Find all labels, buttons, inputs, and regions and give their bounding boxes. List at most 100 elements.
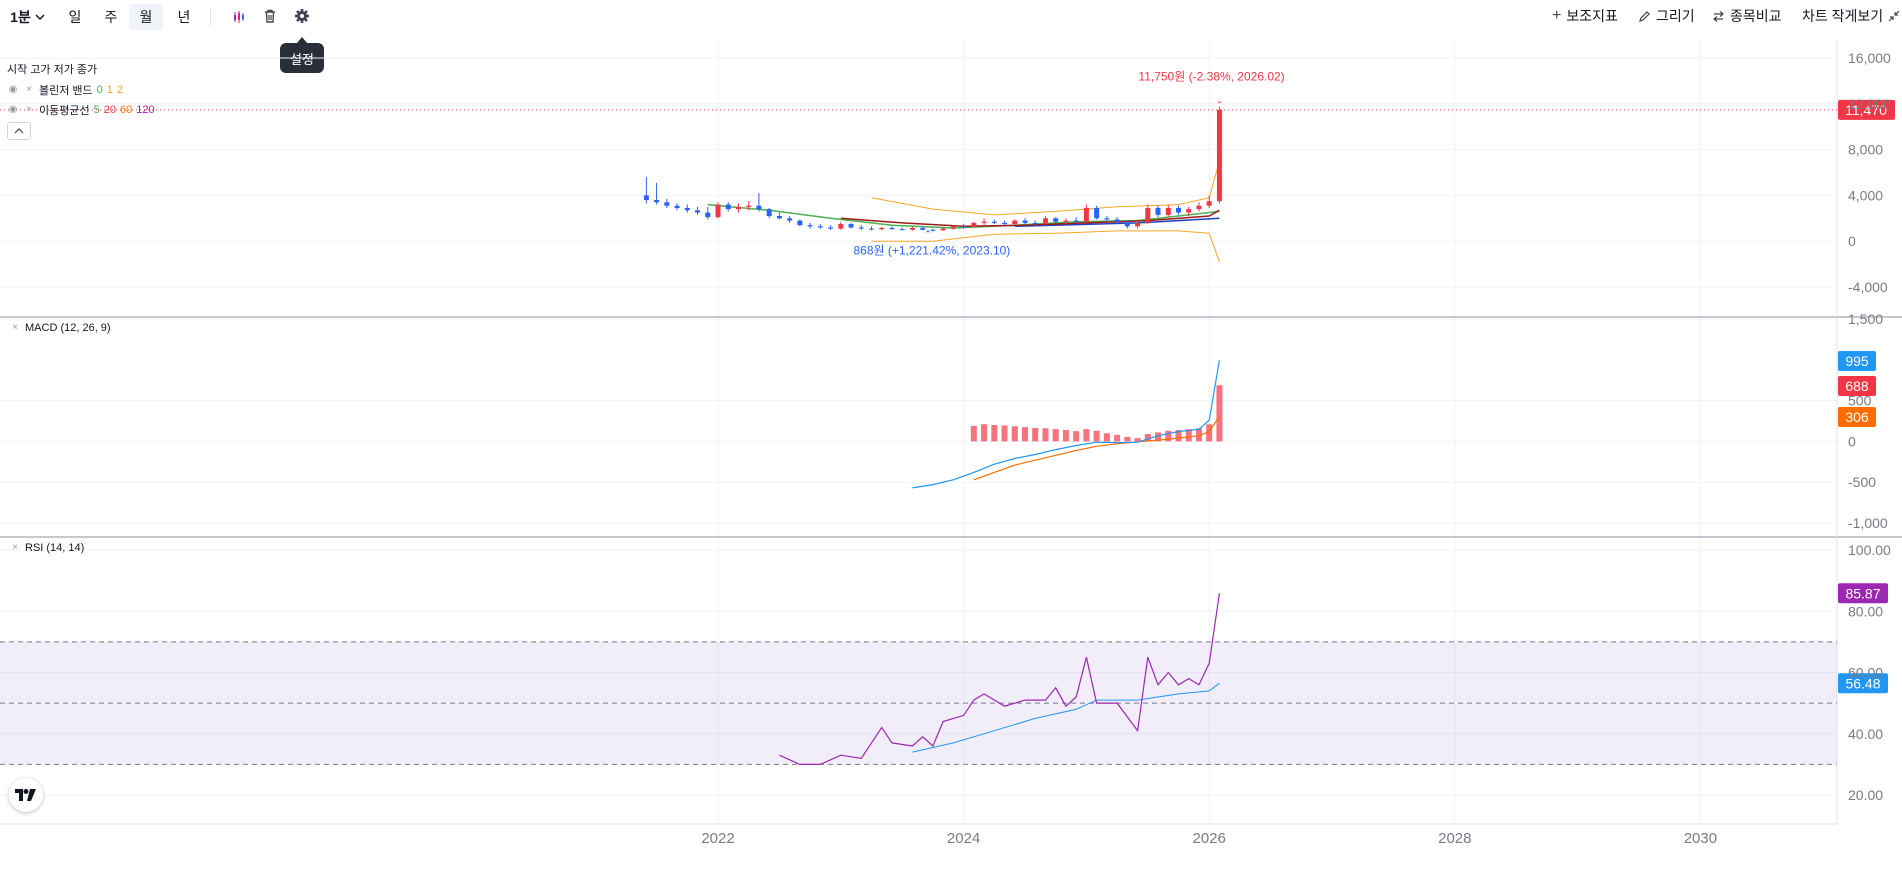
candle-body	[1124, 221, 1130, 227]
low-annotation: 868원 (+1,221.42%, 2023.10)	[853, 243, 1010, 257]
ma-param: 5	[93, 104, 100, 116]
close-icon[interactable]: ×	[26, 84, 32, 95]
y-tick-label: 40.00	[1848, 726, 1883, 742]
macd-histogram-bar	[1062, 429, 1069, 442]
candle-body	[684, 207, 690, 211]
minimize-chart-label: 차트 작게보기	[1802, 8, 1884, 24]
y-tick-label: 100.00	[1848, 542, 1891, 558]
candle-body	[838, 224, 844, 229]
close-icon[interactable]: ×	[26, 104, 32, 115]
candle-body	[776, 216, 782, 219]
candle-body	[674, 205, 680, 208]
hist-value-badge	[1838, 376, 1876, 396]
candle-body	[1114, 219, 1120, 222]
ma60-line	[707, 203, 1220, 229]
candle-body	[756, 205, 762, 210]
ma-param: 20	[103, 104, 116, 116]
candle-body	[1022, 220, 1028, 223]
candle-body	[695, 210, 701, 213]
macd-histogram-bar	[1073, 431, 1080, 442]
macd-histogram-bar	[1144, 434, 1151, 442]
candle-body	[664, 202, 670, 206]
candle-body	[746, 205, 752, 207]
compare-button[interactable]: 종목비교	[1712, 6, 1782, 26]
close-icon[interactable]: ×	[12, 322, 18, 333]
y-tick-label: 0	[1848, 233, 1856, 249]
candle-body	[1032, 222, 1038, 225]
macd-histogram-bar	[1206, 424, 1213, 442]
tab-day[interactable]: 일	[68, 9, 82, 25]
indicators-button[interactable]: + 보조지표	[1552, 6, 1618, 26]
minimize-chart-button[interactable]: 차트 작게보기	[1802, 6, 1900, 26]
close-icon[interactable]: ×	[12, 542, 18, 553]
gear-icon[interactable]	[294, 8, 310, 24]
interval-dropdown[interactable]: 1분	[8, 4, 48, 30]
candle-body	[807, 225, 813, 227]
candle-type-icon[interactable]	[232, 9, 248, 25]
chart-grid	[0, 40, 1837, 824]
macd-histogram-bar	[1052, 429, 1059, 442]
macd-histogram-bar	[1155, 432, 1162, 442]
candle-body	[715, 204, 721, 218]
candle-body	[981, 221, 987, 223]
eye-icon[interactable]: ◉	[8, 84, 18, 95]
macd-histogram-bar	[1185, 429, 1192, 442]
drawing-button[interactable]: 그리기	[1638, 6, 1695, 26]
candle-body	[889, 228, 895, 230]
macd-histogram-bar	[1114, 434, 1121, 442]
x-tick-label: 2028	[1438, 830, 1471, 847]
candle-body	[991, 221, 997, 223]
x-tick-label: 2024	[947, 830, 980, 847]
drawing-label: 그리기	[1656, 8, 1695, 24]
trash-icon[interactable]	[262, 8, 278, 24]
macd-name: MACD (12, 26, 9)	[25, 322, 111, 334]
chevron-down-icon	[35, 14, 45, 21]
candle-body	[909, 228, 915, 230]
macd-legend: × MACD (12, 26, 9)	[9, 322, 111, 334]
tab-month[interactable]: 월	[129, 4, 163, 30]
candle-body	[705, 212, 711, 218]
candle-body	[930, 229, 936, 231]
price-pane: 11,470 11,750원 (-2.38%, 2026.02) ⌃ 868원 (+1…	[0, 70, 1895, 262]
macd-histogram-bar	[1165, 430, 1172, 442]
chevron-up-icon	[14, 128, 24, 134]
rsi-name: RSI (14, 14)	[25, 542, 85, 554]
bb-lower-line	[871, 230, 1220, 262]
y-tick-label: 16,000	[1848, 50, 1891, 66]
macd-histogram-bar	[981, 424, 988, 442]
x-tick-label: 2030	[1684, 830, 1717, 847]
candle-body	[1053, 218, 1059, 222]
settings-tooltip: 설정	[280, 37, 324, 73]
x-tick-label: 2022	[701, 830, 734, 847]
tab-year[interactable]: 년	[177, 9, 191, 25]
rsi-pane: 85.87 56.48	[779, 583, 1888, 766]
candle-body	[725, 204, 731, 210]
eye-icon[interactable]: ◉	[8, 104, 18, 115]
rsi-signal-value-badge	[1838, 673, 1888, 694]
candle-body	[1176, 207, 1181, 213]
bb-param: 2	[116, 84, 124, 96]
bb-name: 볼린저 밴드	[39, 85, 93, 97]
x-tick-label: 2026	[1193, 830, 1226, 847]
tab-week[interactable]: 주	[104, 9, 118, 25]
axes: 2022202420262028203020322034203620382040…	[701, 50, 1891, 847]
high-annotation: 11,750원 (-2.38%, 2026.02)	[1138, 70, 1284, 84]
compare-arrows-icon	[1713, 10, 1724, 22]
candle-body	[869, 228, 874, 230]
ma-legend: ◉ × 이동평균선 5 20 60 120	[7, 102, 155, 118]
y-tick-label: 1,500	[1848, 311, 1883, 327]
tradingview-logo-icon[interactable]	[9, 778, 43, 812]
collapse-legend-button[interactable]	[7, 122, 31, 140]
ma-param: 60	[119, 104, 133, 116]
y-tick-label: -4,000	[1848, 279, 1888, 295]
macd-line	[912, 360, 1220, 489]
candle-body	[797, 220, 803, 226]
macd-histogram-bar	[1093, 430, 1100, 442]
macd-histogram-bar	[1134, 438, 1141, 442]
ma20-line	[840, 209, 1220, 228]
candle-body	[1186, 209, 1192, 213]
macd-histogram-bar	[1022, 427, 1028, 442]
candle-body	[1206, 201, 1212, 206]
signal-value-label: 306	[1845, 409, 1869, 425]
